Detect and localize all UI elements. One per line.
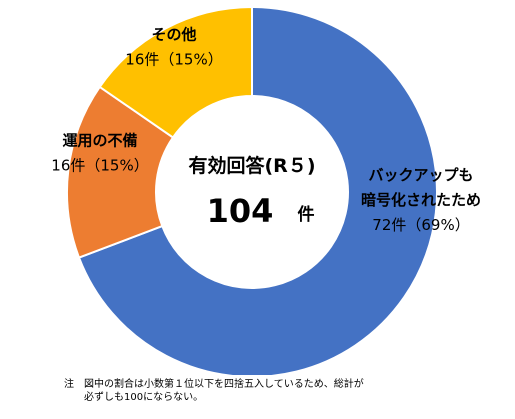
slice-1 — [77, 5, 438, 375]
slice-label-3-line-1: その他 — [151, 26, 196, 44]
center-value: 104 — [207, 192, 274, 230]
slice-label-2-line-2: 16件（15%） — [51, 157, 148, 175]
slice-label-2-line-1: 運用の不備 — [62, 132, 137, 150]
slices-group — [66, 5, 438, 375]
slice-3 — [98, 5, 253, 139]
slice-label-1-line-1: バックアップも — [368, 166, 473, 184]
center-label: 有効回答(R５) — [189, 154, 316, 177]
donut-chart: バックアップも暗号化されたため 72件（69%） 運用の不備 16件（15%） その他 1… — [51, 5, 481, 375]
footnote-line-1: 注 図中の割合は小数第１位以下を四捨五入しているため、総計が — [64, 379, 364, 390]
slice-label-1: バックアップも暗号化されたため 72件（69%） — [361, 166, 481, 234]
center-unit: 件 — [298, 204, 315, 225]
slice-label-1-line-3: 72件（69%） — [372, 216, 469, 234]
slice-label-3-line-2: 16件（15%） — [125, 51, 222, 69]
slice-label-2: 運用の不備 16件（15%） — [51, 132, 148, 175]
slice-label-3: その他 16件（15%） — [125, 26, 222, 69]
footnote: 注 図中の割合は小数第１位以下を四捨五入しているため、総計が 必ずしも100にな… — [64, 378, 364, 404]
labels-group: バックアップも暗号化されたため 72件（69%） 運用の不備 16件（15%） その他 1… — [51, 26, 481, 235]
slice-label-1-line-2: 暗号化されたため — [361, 191, 481, 209]
footnote-line-2: 必ずしも100にならない。 — [84, 392, 204, 403]
